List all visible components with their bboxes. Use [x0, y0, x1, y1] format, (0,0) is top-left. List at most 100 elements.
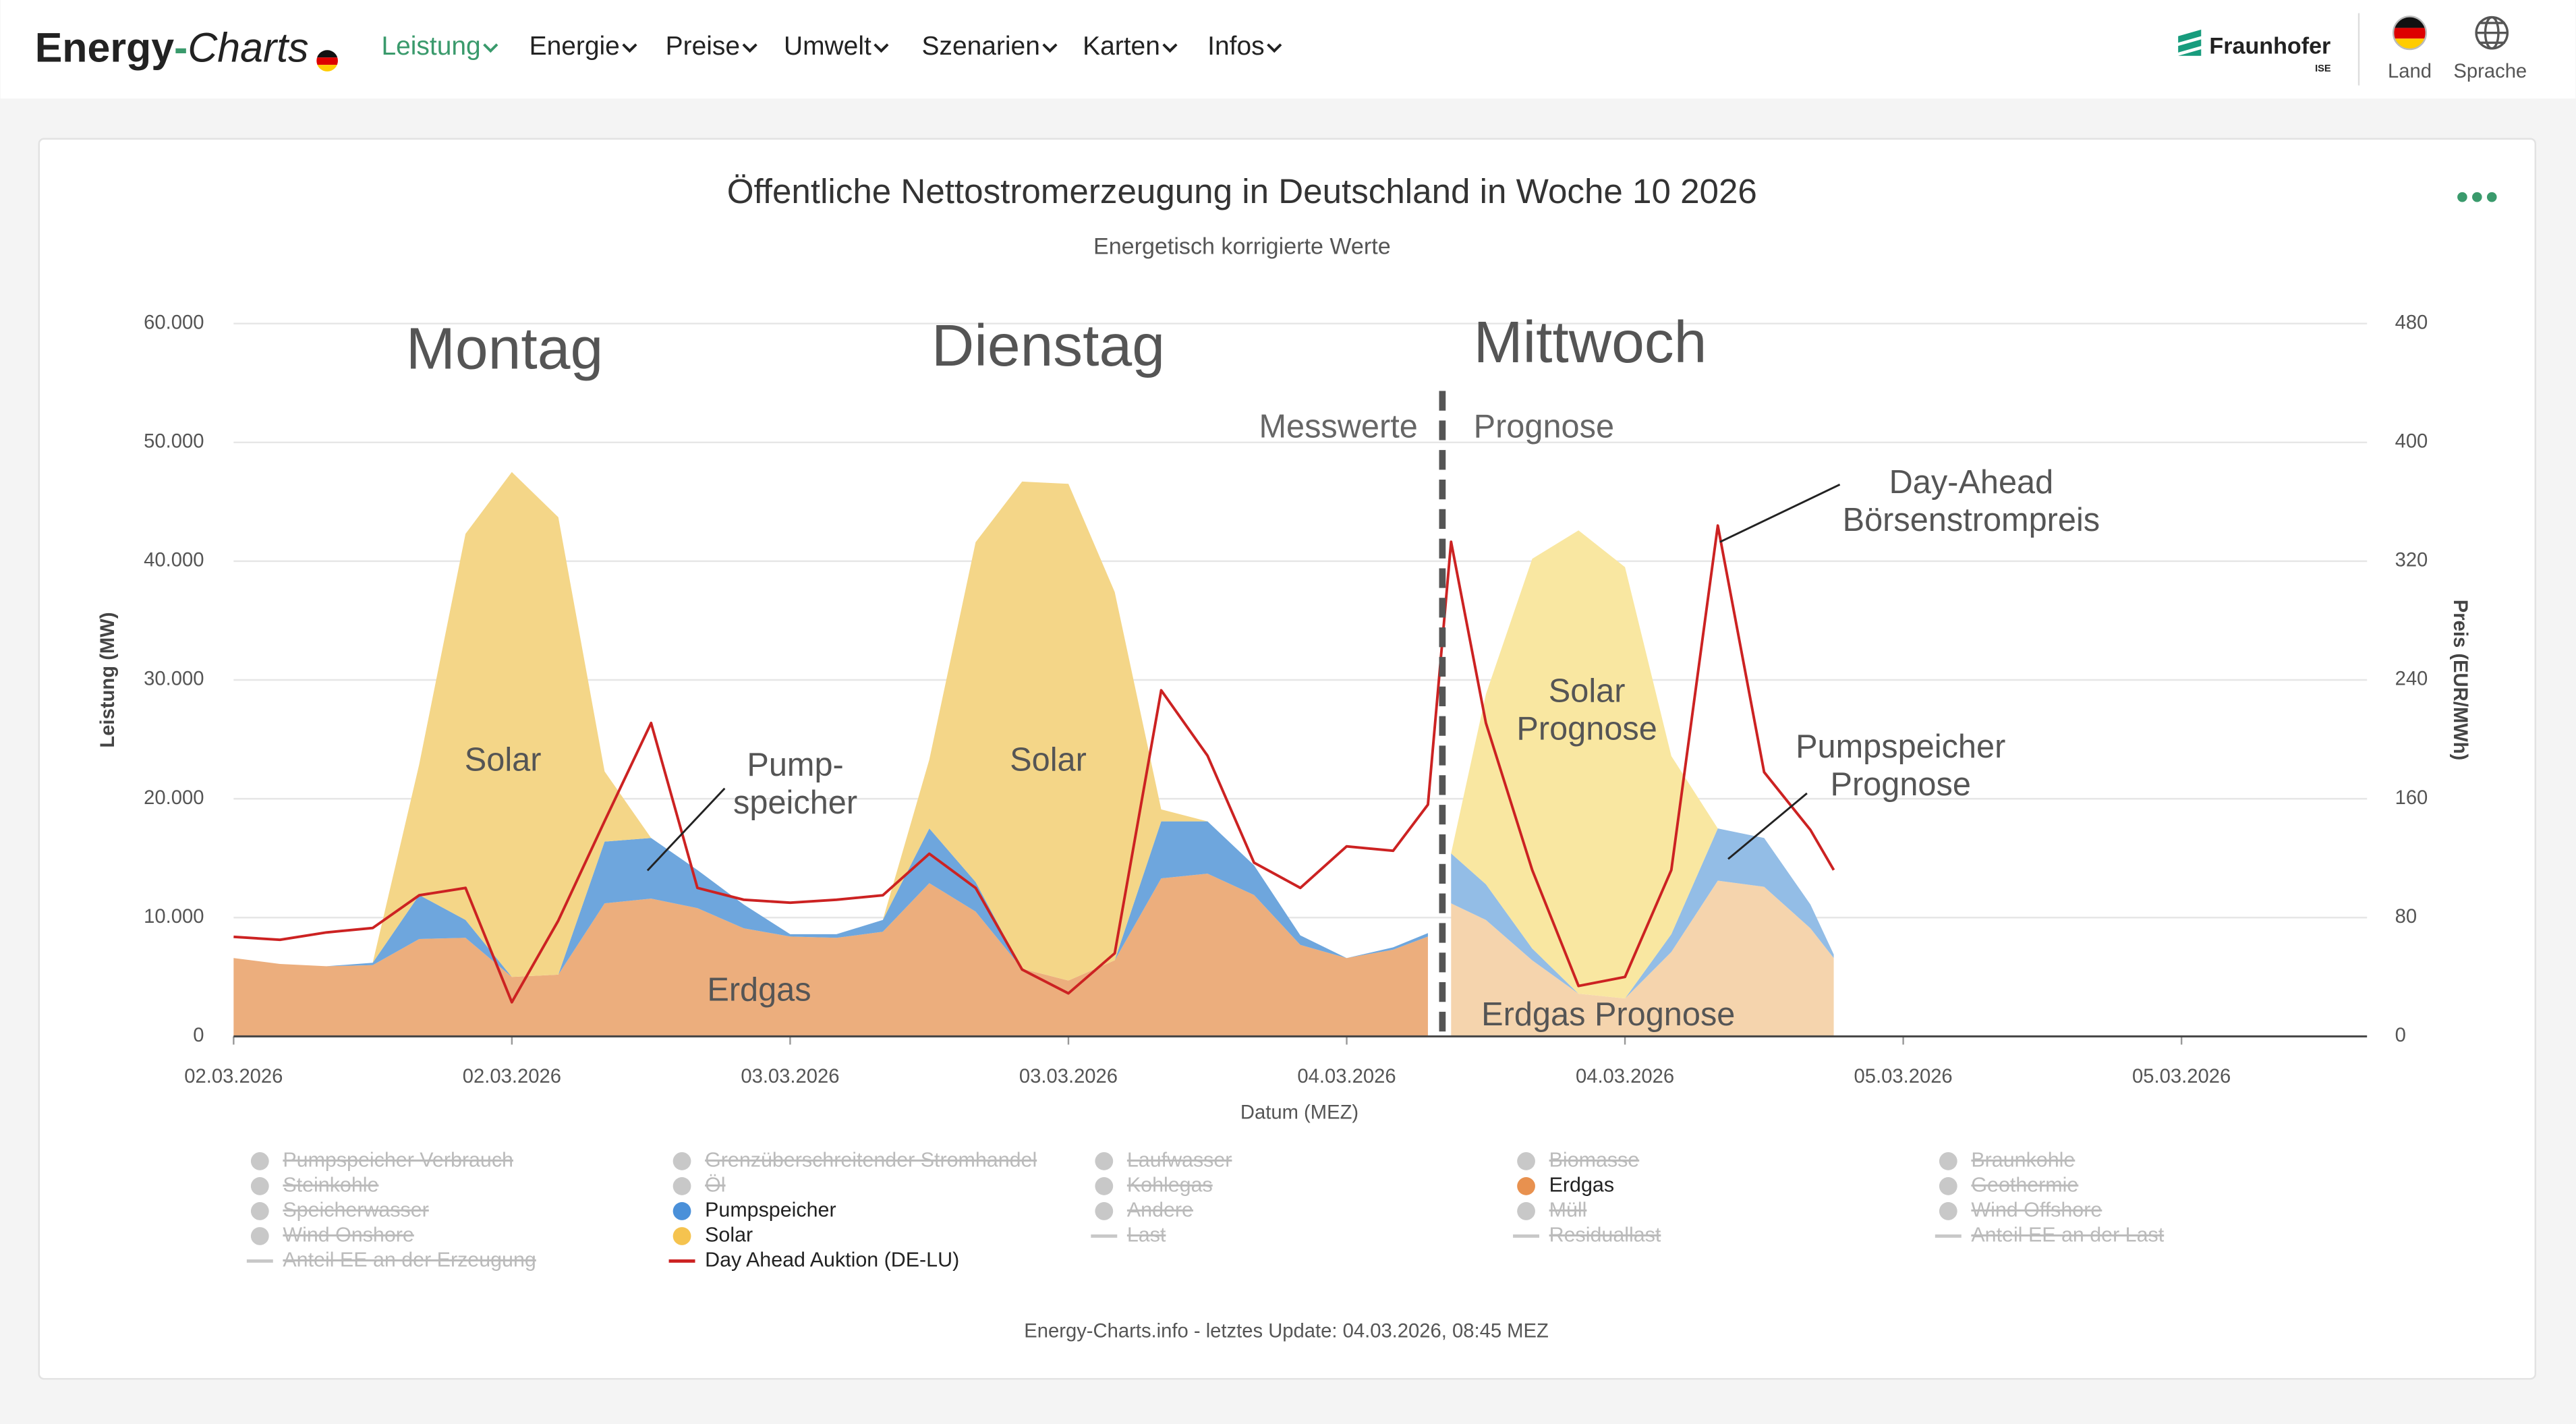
area-annotation: Solar: [465, 742, 542, 778]
y2-tick-label: 400: [2395, 431, 2428, 453]
legend-symbol[interactable]: [1095, 1152, 1114, 1170]
legend-label[interactable]: Erdgas: [1549, 1173, 1614, 1196]
area-annotation: Erdgas: [707, 971, 811, 1008]
legend-symbol[interactable]: [672, 1227, 691, 1245]
legend-symbol[interactable]: [672, 1152, 691, 1170]
area-annotation: Prognose: [1516, 710, 1657, 747]
legend-symbol[interactable]: [672, 1202, 691, 1220]
line: [233, 524, 1835, 1004]
legend-symbol[interactable]: [250, 1227, 269, 1245]
menu-item[interactable]: Karten: [1083, 32, 1160, 61]
y-tick-label: 30.000: [144, 668, 204, 690]
legend-label[interactable]: Residuallast: [1549, 1223, 1661, 1246]
y-tick-label: 40.000: [144, 550, 204, 571]
logo-part[interactable]: Energy: [35, 25, 174, 71]
legend-label[interactable]: Speicherwasser: [283, 1198, 428, 1221]
legend-label[interactable]: Grenzüberschreitender Stromhandel: [705, 1148, 1037, 1171]
menu-chevron[interactable]: [1162, 43, 1178, 53]
legend-label[interactable]: Day Ahead Auktion (DE-LU): [705, 1248, 959, 1271]
area: [233, 472, 1428, 981]
legend-label[interactable]: Pumpspeicher Verbrauch: [283, 1148, 513, 1171]
area-annotation: Pump-: [747, 747, 843, 783]
legend-label[interactable]: Wind Offshore: [1971, 1198, 2102, 1221]
day-label: Montag: [406, 316, 603, 382]
legend-label[interactable]: Steinkohle: [283, 1173, 378, 1196]
annotation-leader: [1727, 792, 1808, 860]
legend-label[interactable]: Laufwasser: [1127, 1148, 1232, 1171]
legend-label[interactable]: Kohlegas: [1127, 1173, 1213, 1196]
area-annotation: Solar: [1010, 742, 1087, 778]
brand-name[interactable]: Fraunhofer: [2209, 34, 2330, 59]
logo-part[interactable]: -: [174, 25, 188, 71]
menu-item[interactable]: Energie: [529, 32, 620, 61]
legend-symbol[interactable]: [250, 1202, 269, 1220]
menu-item[interactable]: Preise: [666, 32, 740, 61]
language-label[interactable]: Sprache: [2453, 61, 2527, 82]
legend-symbol[interactable]: [1517, 1177, 1535, 1195]
legend-symbol[interactable]: [1517, 1202, 1535, 1220]
logo-part[interactable]: Charts: [188, 25, 308, 71]
area: [1451, 880, 1834, 1037]
logo[interactable]: Energy-Charts: [35, 25, 309, 71]
legend-symbol[interactable]: [1095, 1177, 1114, 1195]
legend-symbol[interactable]: [1939, 1177, 1957, 1195]
legend-symbol[interactable]: [1095, 1202, 1114, 1220]
menu-item[interactable]: Umwelt: [784, 32, 871, 61]
menu-chevron[interactable]: [622, 43, 637, 53]
y2-tick-label: 0: [2395, 1025, 2406, 1046]
language-icon[interactable]: [2475, 16, 2509, 50]
x-tick-label: 04.03.2026: [1576, 1066, 1674, 1087]
legend-label[interactable]: Braunkohle: [1971, 1148, 2075, 1171]
x-tick-label: 03.03.2026: [741, 1066, 839, 1087]
legend-label[interactable]: Anteil EE an der Last: [1971, 1223, 2164, 1246]
country-icon[interactable]: [2392, 16, 2428, 51]
legend-label[interactable]: Solar: [705, 1223, 753, 1246]
y-tick-label: 10.000: [144, 906, 204, 928]
x-tick-label: 02.03.2026: [463, 1066, 561, 1087]
legend-label[interactable]: Last: [1127, 1223, 1166, 1246]
area-annotation: Börsenstrompreis: [1843, 502, 2100, 538]
legend-label[interactable]: Pumpspeicher: [705, 1198, 836, 1221]
menu-chevron[interactable]: [742, 43, 757, 53]
legend-symbol[interactable]: [250, 1152, 269, 1170]
y-tick-label: 20.000: [144, 787, 204, 809]
area-annotation: speicher: [733, 785, 857, 821]
menu-chevron[interactable]: [483, 43, 498, 53]
legend-symbol[interactable]: [1939, 1202, 1957, 1220]
menu-chevron[interactable]: [1267, 43, 1282, 53]
chart-title: Öffentliche Nettostromerzeugung in Deuts…: [727, 172, 1757, 210]
day-label: Dienstag: [932, 312, 1165, 378]
legend-symbol[interactable]: [250, 1177, 269, 1195]
x-tick-label: 02.03.2026: [184, 1066, 283, 1087]
area-annotation: Day-Ahead: [1889, 464, 2054, 501]
legend-label[interactable]: Öl: [705, 1173, 725, 1196]
chart-menu[interactable]: [2457, 192, 2497, 202]
country-label[interactable]: Land: [2388, 61, 2432, 82]
y2-tick-label: 80: [2395, 906, 2417, 928]
menu-item[interactable]: Szenarien: [922, 32, 1040, 61]
legend-label[interactable]: Biomasse: [1549, 1148, 1640, 1171]
legend-symbol[interactable]: [1517, 1152, 1535, 1170]
header-bar: [0, 0, 2576, 99]
menu-item[interactable]: Leistung: [381, 32, 480, 61]
legend-symbol[interactable]: [672, 1177, 691, 1195]
menu-chevron[interactable]: [874, 43, 889, 53]
y-tick-label: 0: [193, 1025, 204, 1046]
area-annotation: Pumpspeicher: [1796, 729, 2005, 765]
x-tick-label: 05.03.2026: [1854, 1066, 1953, 1087]
area: [233, 874, 1428, 1037]
legend-label[interactable]: Geothermie: [1971, 1173, 2078, 1196]
y2-tick-label: 240: [2395, 668, 2428, 690]
legend-symbol[interactable]: [1939, 1152, 1957, 1170]
legend-label[interactable]: Müll: [1549, 1198, 1587, 1221]
area-annotation: Solar: [1549, 673, 1626, 709]
legend-label[interactable]: Wind Onshore: [283, 1223, 413, 1246]
annotation-leader: [646, 787, 726, 872]
legend-label[interactable]: Andere: [1127, 1198, 1193, 1221]
y-tick-label: 60.000: [144, 312, 204, 333]
y2-axis-label: Preis (EUR/MWh): [2449, 600, 2471, 761]
legend-label[interactable]: Anteil EE an der Erzeugung: [283, 1248, 536, 1271]
menu-chevron[interactable]: [1042, 43, 1058, 53]
menu-item[interactable]: Infos: [1207, 32, 1264, 61]
phase-label: Messwerte: [1259, 408, 1417, 445]
